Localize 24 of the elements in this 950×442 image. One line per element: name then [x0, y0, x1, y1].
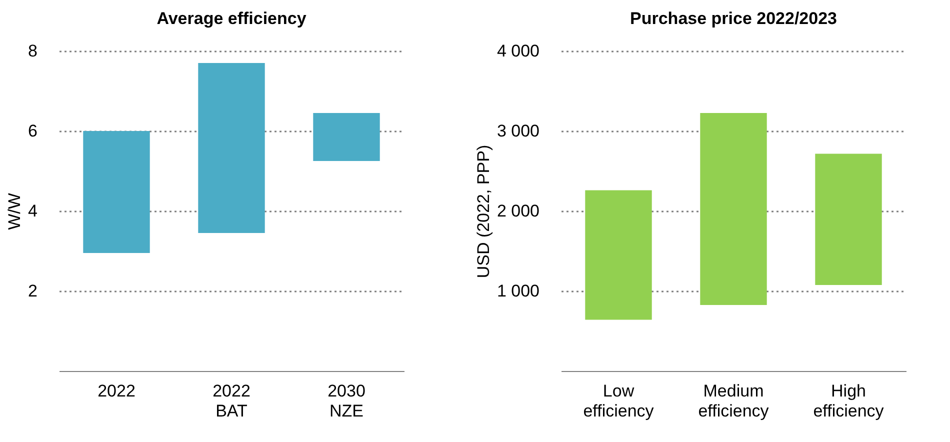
y-tick-label: 3 000: [496, 122, 540, 140]
bar: [700, 113, 767, 305]
x-tick-label: High efficiency: [813, 382, 884, 420]
x-tick-label: 2030 NZE: [328, 382, 366, 420]
y-tick-label: 2 000: [496, 202, 540, 220]
bar: [198, 63, 265, 233]
x-tick-label: Low efficiency: [583, 382, 654, 420]
x-tick-label: Medium efficiency: [698, 382, 770, 420]
bar: [83, 131, 150, 253]
bar: [585, 190, 652, 320]
chart-title: Average efficiency: [156, 9, 307, 28]
y-tick-label: 2: [28, 282, 38, 300]
y-axis-title: USD (2022, PPP): [474, 144, 493, 278]
y-tick-label: 4 000: [496, 42, 540, 60]
y-tick-label: 1 000: [496, 282, 540, 300]
x-tick-label: 2022 BAT: [212, 382, 250, 420]
y-axis-title: W/W: [5, 193, 24, 230]
bar: [313, 113, 380, 161]
y-tick-label: 6: [28, 122, 38, 140]
y-tick-label: 8: [28, 42, 38, 60]
bar: [815, 154, 882, 285]
chart-title: Purchase price 2022/2023: [630, 9, 837, 28]
x-tick-label: 2022: [98, 382, 136, 400]
y-tick-label: 4: [28, 202, 38, 220]
